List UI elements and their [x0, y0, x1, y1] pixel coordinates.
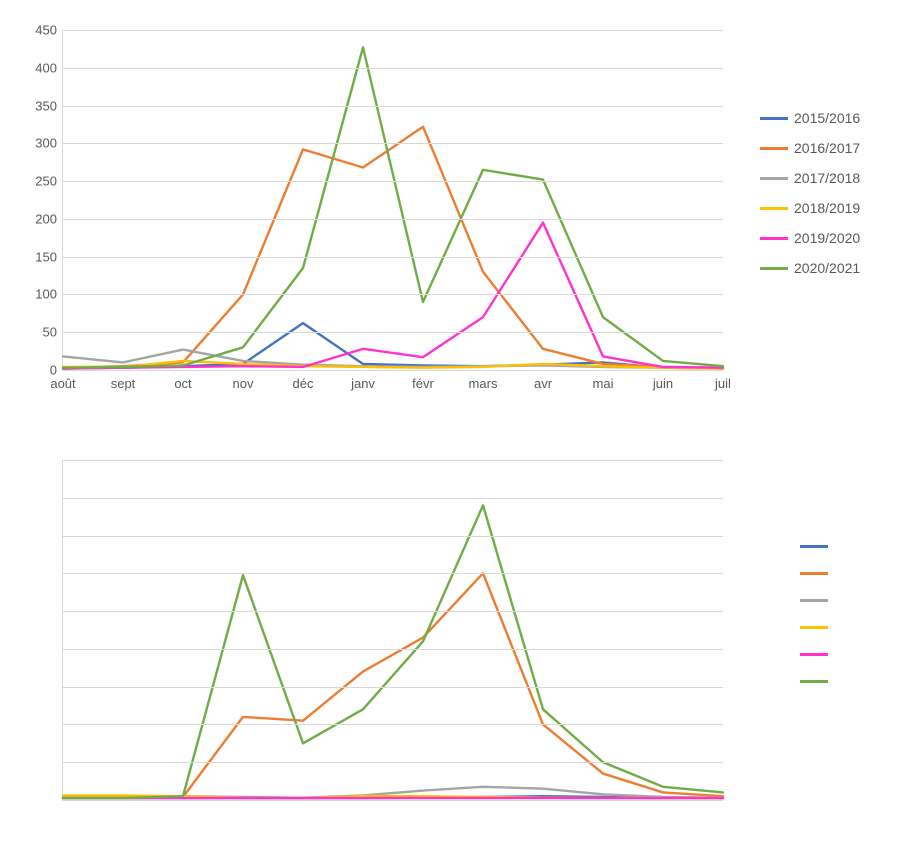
series-line [63, 223, 723, 369]
y-tick-label: 150 [35, 249, 63, 264]
series-line [63, 47, 723, 367]
legend-swatch [800, 545, 828, 548]
legend-swatch [800, 680, 828, 683]
grid-line [63, 332, 723, 333]
legend-item[interactable]: 2018/2019 [760, 200, 860, 216]
legend-item[interactable]: 2020/2021 [760, 260, 860, 276]
plot-area-top: 050100150200250300350400450aoûtseptoctno… [62, 30, 723, 371]
lines-svg-bottom [63, 460, 723, 800]
y-tick-label: 400 [35, 60, 63, 75]
legend-swatch [760, 237, 788, 240]
page: 050100150200250300350400450aoûtseptoctno… [0, 0, 900, 842]
legend-label: 2016/2017 [794, 140, 860, 156]
legend-item[interactable]: 2017/2018 [760, 170, 860, 186]
y-tick-label: 250 [35, 174, 63, 189]
x-tick-label: janv [351, 370, 375, 391]
legend-swatch [760, 177, 788, 180]
legend-item[interactable]: 2015/2016 [760, 110, 860, 126]
legend-swatch [760, 117, 788, 120]
x-tick-label: août [50, 370, 75, 391]
grid-line [63, 762, 723, 763]
x-tick-label: avr [534, 370, 552, 391]
legend-label: 2017/2018 [794, 170, 860, 186]
grid-line [63, 219, 723, 220]
grid-line [63, 106, 723, 107]
legend-item[interactable] [800, 599, 828, 602]
legend-swatch [800, 626, 828, 629]
legend-swatch [760, 147, 788, 150]
x-tick-label: nov [233, 370, 254, 391]
x-tick-label: févr [412, 370, 434, 391]
x-tick-label: mai [593, 370, 614, 391]
grid-line [63, 460, 723, 461]
grid-line [63, 143, 723, 144]
grid-line [63, 573, 723, 574]
y-tick-label: 100 [35, 287, 63, 302]
legend-item[interactable]: 2019/2020 [760, 230, 860, 246]
series-line [63, 505, 723, 798]
x-tick-label: sept [111, 370, 136, 391]
x-tick-label: juil [715, 370, 731, 391]
legend-item[interactable] [800, 680, 828, 683]
legend-label: 2015/2016 [794, 110, 860, 126]
legend-item[interactable] [800, 653, 828, 656]
y-tick-label: 50 [43, 325, 63, 340]
plot-area-bottom [62, 460, 723, 801]
legend-label: 2020/2021 [794, 260, 860, 276]
grid-line [63, 649, 723, 650]
series-line [63, 323, 723, 368]
legend-bottom [800, 545, 828, 683]
grid-line [63, 498, 723, 499]
legend-swatch [800, 653, 828, 656]
legend-swatch [800, 599, 828, 602]
grid-line [63, 181, 723, 182]
grid-line [63, 257, 723, 258]
y-tick-label: 200 [35, 211, 63, 226]
legend-item[interactable] [800, 626, 828, 629]
x-tick-label: mars [469, 370, 498, 391]
grid-line [63, 30, 723, 31]
y-tick-label: 300 [35, 136, 63, 151]
x-tick-label: oct [174, 370, 191, 391]
x-tick-label: déc [293, 370, 314, 391]
lines-svg-top [63, 30, 723, 370]
grid-line [63, 687, 723, 688]
legend-item[interactable] [800, 545, 828, 548]
x-tick-label: juin [653, 370, 673, 391]
grid-line [63, 294, 723, 295]
y-tick-label: 450 [35, 23, 63, 38]
y-tick-label: 350 [35, 98, 63, 113]
legend-swatch [760, 267, 788, 270]
legend-top: 2015/2016 2016/2017 2017/2018 2018/2019 2019… [760, 110, 860, 276]
legend-item[interactable]: 2016/2017 [760, 140, 860, 156]
legend-swatch [800, 572, 828, 575]
grid-line [63, 536, 723, 537]
legend-label: 2018/2019 [794, 200, 860, 216]
legend-item[interactable] [800, 572, 828, 575]
grid-line [63, 68, 723, 69]
grid-line [63, 611, 723, 612]
grid-line [63, 724, 723, 725]
legend-label: 2019/2020 [794, 230, 860, 246]
legend-swatch [760, 207, 788, 210]
